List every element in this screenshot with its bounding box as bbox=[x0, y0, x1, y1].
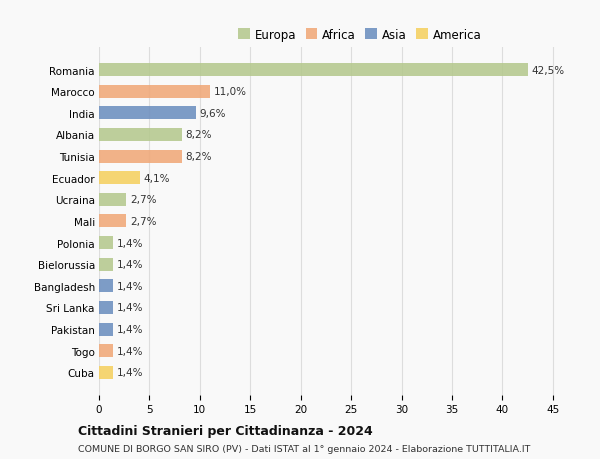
Bar bbox=[99, 344, 113, 358]
Bar bbox=[99, 301, 113, 314]
Bar bbox=[99, 107, 196, 120]
Text: COMUNE DI BORGO SAN SIRO (PV) - Dati ISTAT al 1° gennaio 2024 - Elaborazione TUT: COMUNE DI BORGO SAN SIRO (PV) - Dati IST… bbox=[78, 444, 530, 453]
Text: 1,4%: 1,4% bbox=[116, 281, 143, 291]
Bar bbox=[99, 215, 126, 228]
Bar bbox=[99, 150, 182, 163]
Text: 1,4%: 1,4% bbox=[116, 238, 143, 248]
Text: 2,7%: 2,7% bbox=[130, 195, 156, 205]
Bar bbox=[99, 236, 113, 250]
Bar bbox=[99, 280, 113, 293]
Bar bbox=[99, 64, 527, 77]
Bar bbox=[99, 193, 126, 207]
Legend: Europa, Africa, Asia, America: Europa, Africa, Asia, America bbox=[236, 26, 484, 44]
Bar bbox=[99, 85, 210, 99]
Text: 1,4%: 1,4% bbox=[116, 368, 143, 377]
Text: 42,5%: 42,5% bbox=[531, 66, 564, 75]
Text: 11,0%: 11,0% bbox=[214, 87, 247, 97]
Bar bbox=[99, 366, 113, 379]
Text: 2,7%: 2,7% bbox=[130, 217, 156, 226]
Text: 1,4%: 1,4% bbox=[116, 260, 143, 269]
Text: 1,4%: 1,4% bbox=[116, 346, 143, 356]
Text: 1,4%: 1,4% bbox=[116, 325, 143, 334]
Text: 8,2%: 8,2% bbox=[185, 152, 212, 162]
Text: 9,6%: 9,6% bbox=[199, 109, 226, 118]
Text: Cittadini Stranieri per Cittadinanza - 2024: Cittadini Stranieri per Cittadinanza - 2… bbox=[78, 425, 373, 437]
Bar bbox=[99, 172, 140, 185]
Bar bbox=[99, 258, 113, 271]
Bar bbox=[99, 323, 113, 336]
Text: 8,2%: 8,2% bbox=[185, 130, 212, 140]
Bar bbox=[99, 129, 182, 142]
Text: 1,4%: 1,4% bbox=[116, 303, 143, 313]
Text: 4,1%: 4,1% bbox=[144, 174, 170, 183]
